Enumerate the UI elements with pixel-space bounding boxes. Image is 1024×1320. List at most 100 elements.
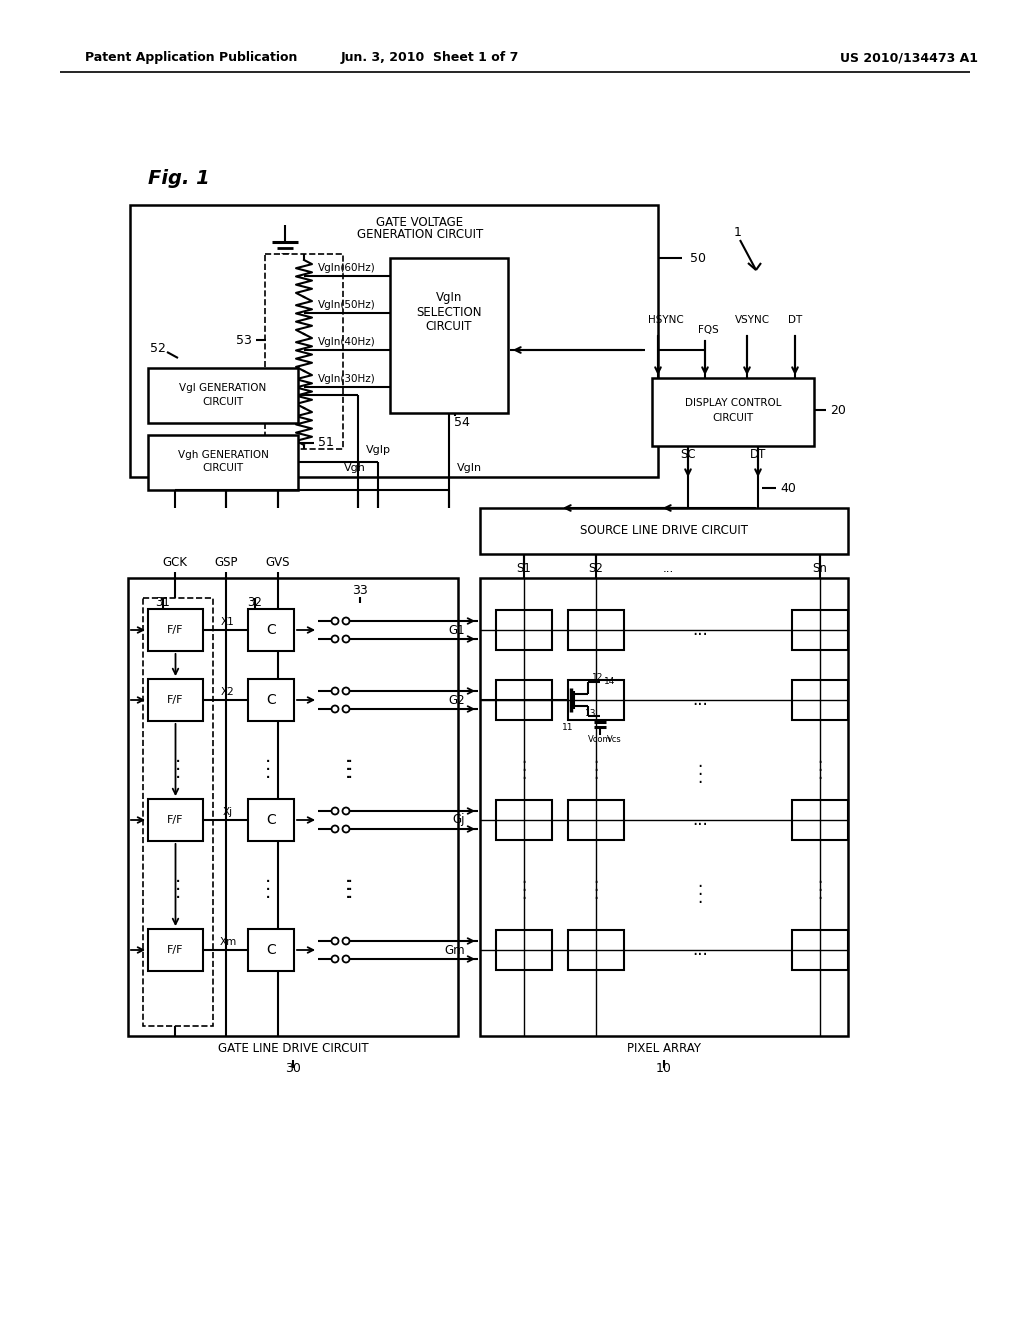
Text: CIRCUIT: CIRCUIT — [203, 463, 244, 473]
Text: C: C — [266, 942, 275, 957]
Text: .: . — [175, 866, 181, 886]
Text: S2: S2 — [589, 561, 603, 574]
Text: Sn: Sn — [813, 561, 827, 574]
Text: S1: S1 — [516, 561, 531, 574]
Text: .: . — [265, 755, 271, 774]
Text: .: . — [817, 869, 822, 887]
Text: Gj: Gj — [453, 813, 465, 826]
Text: 31: 31 — [156, 597, 170, 610]
Text: .: . — [593, 884, 599, 903]
Text: Fig. 1: Fig. 1 — [148, 169, 210, 187]
Text: F/F: F/F — [167, 814, 183, 825]
Bar — [652, 378, 814, 446]
Text: 54: 54 — [454, 416, 470, 429]
Text: SOURCE LINE DRIVE CIRCUIT: SOURCE LINE DRIVE CIRCUIT — [580, 524, 748, 537]
Text: .: . — [697, 752, 702, 771]
Text: .: . — [347, 883, 353, 902]
Text: .: . — [521, 869, 526, 887]
Text: 20: 20 — [830, 404, 846, 417]
Text: .: . — [175, 874, 181, 894]
Text: .: . — [175, 883, 181, 902]
Text: .: . — [345, 874, 351, 894]
Text: Vcs: Vcs — [606, 735, 622, 744]
Text: .: . — [521, 876, 526, 895]
Text: G2: G2 — [449, 693, 465, 706]
Text: .: . — [521, 748, 526, 767]
Bar — [143, 598, 213, 1026]
Text: F/F: F/F — [167, 945, 183, 954]
Text: Xj: Xj — [223, 807, 233, 817]
Text: ...: ... — [663, 561, 674, 574]
Text: ...: ... — [692, 690, 708, 709]
Text: 53: 53 — [237, 334, 252, 346]
Text: .: . — [697, 873, 702, 891]
Text: .: . — [817, 766, 822, 783]
Bar — [496, 680, 552, 719]
Text: ...: ... — [692, 620, 708, 639]
Text: Patent Application Publication: Patent Application Publication — [85, 51, 297, 65]
Bar — [568, 680, 624, 719]
Bar — [496, 931, 552, 970]
Text: CIRCUIT: CIRCUIT — [713, 413, 754, 422]
Text: 11: 11 — [562, 723, 573, 733]
Text: .: . — [817, 756, 822, 775]
Text: 40: 40 — [780, 482, 796, 495]
Text: FQS: FQS — [698, 325, 719, 335]
Bar — [130, 205, 658, 477]
Bar — [248, 799, 294, 841]
Bar — [480, 578, 848, 1036]
Text: .: . — [175, 763, 181, 781]
Bar — [792, 800, 848, 840]
Text: .: . — [345, 747, 351, 766]
Text: VgIn(60Hz): VgIn(60Hz) — [318, 263, 376, 273]
Text: .: . — [593, 766, 599, 783]
Text: DISPLAY CONTROL: DISPLAY CONTROL — [685, 399, 781, 408]
Text: HSYNC: HSYNC — [648, 315, 684, 325]
Text: GATE LINE DRIVE CIRCUIT: GATE LINE DRIVE CIRCUIT — [218, 1041, 369, 1055]
Bar — [128, 578, 458, 1036]
Text: 10: 10 — [656, 1061, 672, 1074]
Bar — [792, 931, 848, 970]
Text: GSP: GSP — [214, 557, 238, 569]
Text: .: . — [521, 756, 526, 775]
Bar — [568, 931, 624, 970]
Text: Gm: Gm — [444, 944, 465, 957]
Text: Vgh GENERATION: Vgh GENERATION — [177, 450, 268, 459]
Text: VgIn(40Hz): VgIn(40Hz) — [318, 337, 376, 347]
Text: VgIn(50Hz): VgIn(50Hz) — [318, 300, 376, 310]
Bar — [480, 508, 848, 554]
Text: F/F: F/F — [167, 624, 183, 635]
Bar — [496, 610, 552, 649]
Text: .: . — [345, 755, 351, 774]
Text: GCK: GCK — [163, 557, 187, 569]
Text: G1: G1 — [449, 623, 465, 636]
Text: .: . — [521, 884, 526, 903]
Text: C: C — [266, 693, 275, 708]
Text: DT: DT — [750, 449, 766, 462]
Bar — [496, 800, 552, 840]
Text: .: . — [593, 756, 599, 775]
Text: .: . — [175, 755, 181, 774]
Text: GENERATION CIRCUIT: GENERATION CIRCUIT — [357, 228, 483, 242]
Text: .: . — [817, 876, 822, 895]
Text: .: . — [697, 888, 702, 907]
Bar — [248, 609, 294, 651]
Text: .: . — [265, 866, 271, 886]
Text: .: . — [817, 748, 822, 767]
Text: 13: 13 — [586, 709, 597, 718]
Text: .: . — [345, 883, 351, 902]
Text: 30: 30 — [285, 1061, 301, 1074]
Text: CIRCUIT: CIRCUIT — [203, 397, 244, 407]
Bar — [248, 929, 294, 972]
Text: .: . — [347, 866, 353, 886]
Text: Xm: Xm — [219, 937, 237, 946]
Text: F/F: F/F — [167, 696, 183, 705]
Bar — [148, 929, 203, 972]
Text: 12: 12 — [592, 673, 604, 682]
Text: 33: 33 — [352, 583, 368, 597]
Text: .: . — [265, 883, 271, 902]
Bar — [390, 257, 508, 413]
Text: Vgh: Vgh — [344, 463, 366, 473]
Text: DT: DT — [788, 315, 802, 325]
Text: .: . — [697, 762, 702, 779]
